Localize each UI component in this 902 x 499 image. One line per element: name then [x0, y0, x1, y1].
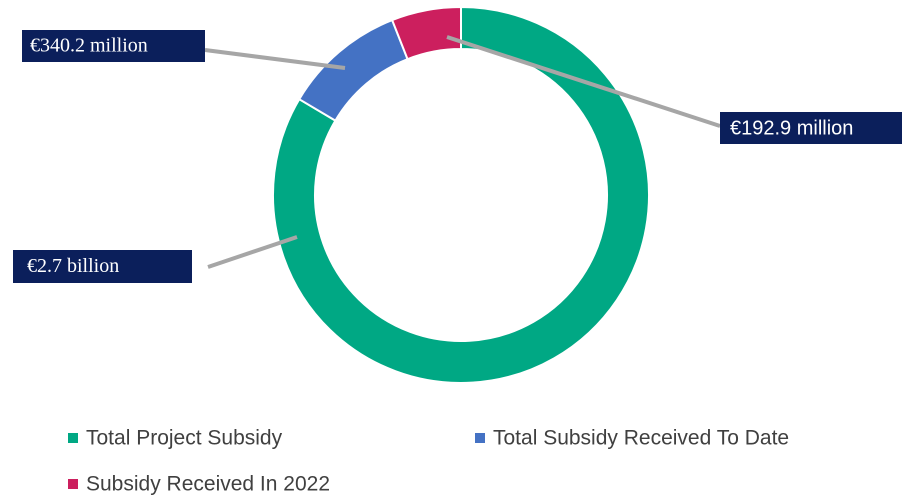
legend-label: Total Project Subsidy — [86, 427, 283, 450]
data-label: €192.9 million — [730, 117, 853, 139]
leader-line — [446, 35, 721, 128]
label-box — [13, 250, 192, 283]
donut-slice — [272, 5, 650, 384]
legend-marker — [68, 479, 78, 489]
leader-line — [204, 48, 346, 70]
data-label: €340.2 million — [30, 35, 148, 57]
donut-slice — [390, 5, 462, 61]
data-label: €2.7 billion — [27, 255, 119, 277]
donut-slice — [297, 18, 409, 122]
legend-marker — [68, 433, 78, 443]
leader-line — [207, 235, 298, 269]
legend-label: Subsidy Received In 2022 — [86, 473, 330, 496]
label-box — [22, 30, 205, 62]
legend-marker — [475, 433, 485, 443]
label-box — [720, 112, 902, 144]
legend-label: Total Subsidy Received To Date — [493, 427, 789, 450]
